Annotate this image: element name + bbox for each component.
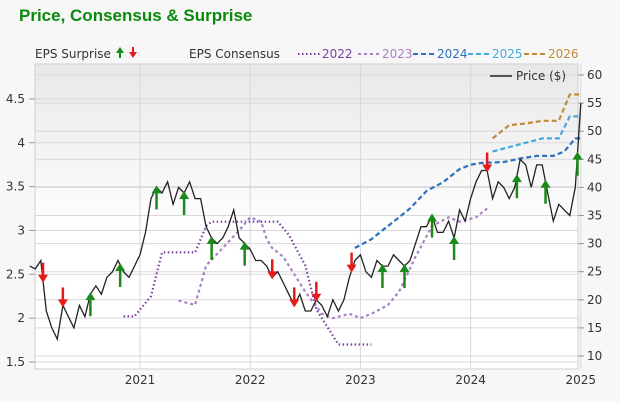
legend-eps-consensus: EPS Consensus	[189, 47, 280, 61]
surprise-beat-arrow-icon	[239, 241, 250, 266]
surprise-beat-arrow-icon	[85, 292, 96, 317]
legend-series-2024: 2024	[437, 47, 468, 61]
surprise-beat-arrow-icon	[449, 235, 460, 260]
surprise-beat-arrow-icon	[540, 179, 551, 204]
right-axis-tick: 10	[587, 349, 602, 363]
right-axis-tick: 45	[587, 152, 602, 166]
chart-title: Price, Consensus & Surprise	[19, 6, 253, 25]
legend-series-2023: 2023	[382, 47, 413, 61]
right-axis-tick: 40	[587, 180, 602, 194]
x-axis-tick: 2024	[455, 373, 486, 387]
x-axis-tick: 2021	[125, 373, 156, 387]
legend-series-2026: 2026	[548, 47, 579, 61]
miss-arrow-icon	[129, 52, 137, 58]
surprise-beat-arrow-icon	[179, 191, 190, 216]
surprise-miss-arrow-icon	[346, 252, 357, 273]
surprise-miss-arrow-icon	[38, 262, 49, 283]
x-axis-tick: 2022	[235, 373, 266, 387]
plot-area	[34, 63, 579, 370]
surprise-beat-arrow-icon	[151, 185, 162, 210]
surprise-miss-arrow-icon	[267, 259, 278, 280]
left-axis-tick: 3	[17, 223, 25, 237]
x-axis-tick: 2023	[345, 373, 376, 387]
consensus-line-2025	[492, 115, 581, 153]
right-axis-tick: 25	[587, 265, 602, 279]
surprise-beat-arrow-icon	[399, 264, 410, 289]
surprise-beat-arrow-icon	[377, 264, 388, 289]
surprise-miss-arrow-icon	[482, 152, 493, 173]
consensus-line-2022	[123, 220, 372, 346]
consensus-line-2024	[354, 137, 581, 249]
surprise-beat-arrow-icon	[511, 174, 522, 199]
legend-price: Price ($)	[516, 69, 566, 83]
consensus-line-2026	[491, 93, 581, 140]
surprise-miss-arrow-icon	[57, 287, 68, 308]
surprise-beat-arrow-icon	[427, 213, 438, 238]
left-axis-tick: 4	[17, 136, 25, 150]
left-axis-tick: 3.5	[6, 180, 25, 194]
right-axis-tick: 35	[587, 209, 602, 223]
surprise-miss-arrow-icon	[311, 281, 322, 302]
surprise-beat-arrow-icon	[206, 235, 217, 260]
right-axis-tick: 15	[587, 321, 602, 335]
right-axis-tick: 50	[587, 124, 602, 138]
right-axis-tick: 60	[587, 68, 602, 82]
left-axis-tick: 2	[17, 311, 25, 325]
legend-series-2025: 2025	[492, 47, 523, 61]
right-axis-tick: 55	[587, 96, 602, 110]
left-axis-tick: 1.5	[6, 355, 25, 369]
x-axis-tick: 2025	[566, 373, 597, 387]
beat-arrow-icon	[116, 47, 124, 53]
left-axis-tick: 2.5	[6, 267, 25, 281]
legend-eps-surprise: EPS Surprise	[35, 47, 111, 61]
right-axis-tick: 30	[587, 237, 602, 251]
legend-series-2022: 2022	[322, 47, 353, 61]
left-axis-tick: 4.5	[6, 92, 25, 106]
right-axis-tick: 20	[587, 293, 602, 307]
surprise-miss-arrow-icon	[289, 287, 300, 308]
surprise-beat-arrow-icon	[115, 262, 126, 287]
surprise-beat-arrow-icon	[572, 151, 583, 176]
